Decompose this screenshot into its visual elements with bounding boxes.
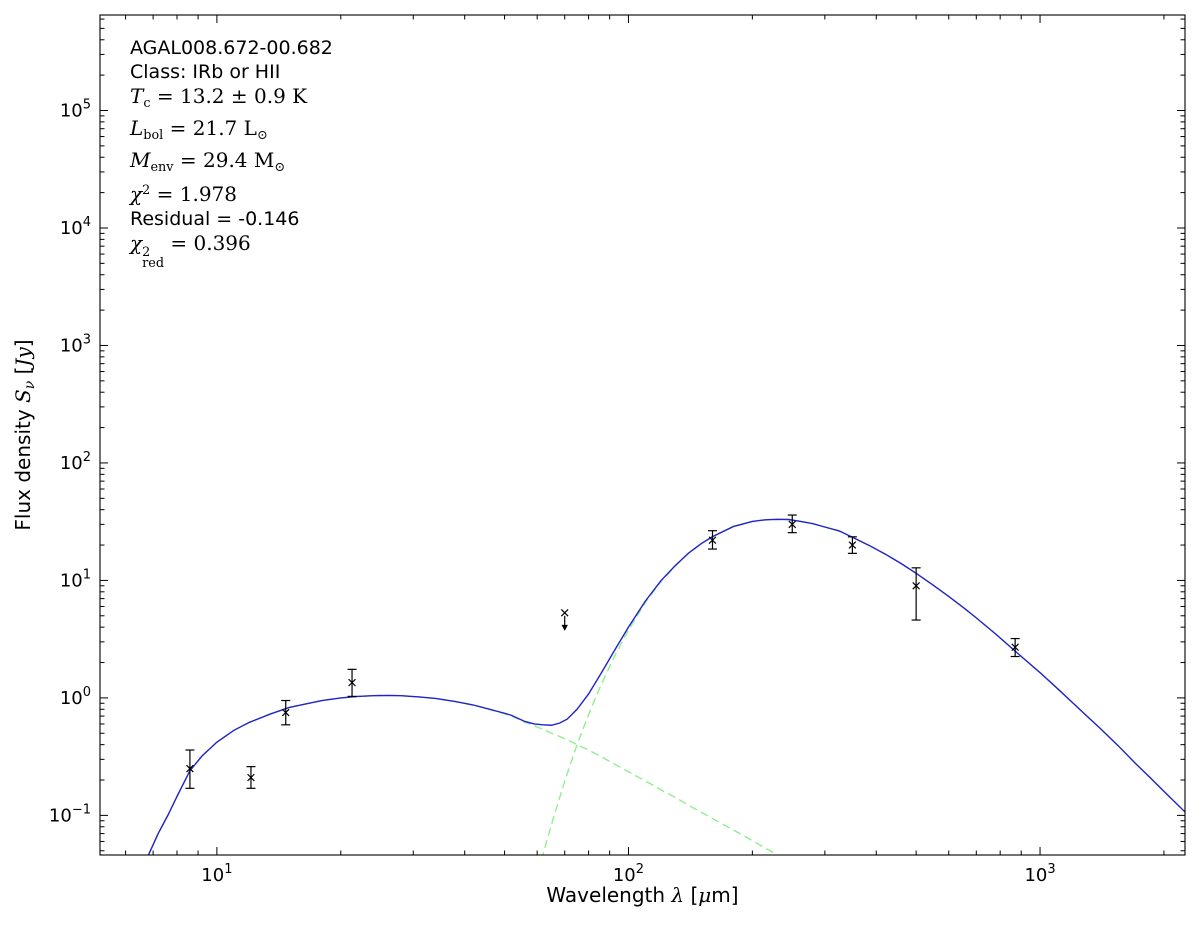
annotation-segment: ⊙ [256, 127, 268, 143]
annotation-segment: = 0.396 [164, 230, 251, 255]
annotation-line-8: χ 2 red = 0.396 [130, 231, 333, 270]
annotation-segment: = 13.2 ± 0.9 K [150, 84, 308, 108]
y-tick-label: 101 [60, 567, 91, 591]
annotation-segment: = 1.978 [150, 182, 238, 207]
upper-limit-arrowhead [561, 624, 568, 631]
annotation-segment: c [143, 95, 151, 111]
annotation-line-4: Lbol = 21.7 L⊙ [130, 116, 333, 148]
ticks [100, 15, 1185, 855]
annotation-line-6: χ2 = 1.978 [130, 179, 333, 207]
annotation-segment: T [130, 84, 144, 108]
annotation-segment: env [150, 159, 174, 175]
x-tick-label: 102 [613, 862, 644, 886]
tick-labels: 101 102 103 10−1 100 101 102 103 104 105 [49, 98, 1056, 886]
annotation-block: AGAL008.672-00.682 Class: IRb or HII Tc = … [130, 36, 333, 270]
y-tick-label: 103 [60, 332, 91, 356]
y-tick-label: 10−1 [49, 802, 91, 826]
y-axis-label: Flux density Sν [Jy] [11, 339, 38, 530]
annotation-segment: ⊙ [274, 159, 286, 175]
x-axis-label: Wavelength λ [μm] [546, 883, 738, 907]
y-tick-label: 104 [60, 215, 91, 239]
axes-frame [99, 14, 1186, 856]
annotation-segment: bol [143, 127, 164, 143]
annotation-segment: Class: IRb or HII [130, 61, 281, 83]
data-point-upper-limit [560, 608, 569, 631]
data-points [185, 514, 1020, 789]
x-tick-label: 101 [201, 862, 232, 886]
data-point [1010, 637, 1020, 658]
annotation-line-3: Tc = 13.2 ± 0.9 K [130, 84, 333, 116]
x-tick-label: 103 [1024, 862, 1055, 886]
warm-component-curve [147, 694, 779, 855]
annotation-segment: 2 [142, 183, 151, 199]
annotation-segment: M [130, 147, 151, 172]
annotation-line-1: AGAL008.672-00.682 [130, 36, 333, 60]
annotation-segment: χ [130, 230, 143, 255]
data-point [281, 699, 291, 726]
annotation-line-2: Class: IRb or HII [130, 60, 333, 84]
data-point [185, 749, 195, 789]
y-tick-label: 102 [60, 450, 91, 474]
total-model-curve [147, 518, 1185, 855]
data-point [911, 567, 921, 621]
annotation-segment: = 29.4 M [173, 147, 275, 172]
y-tick-label: 105 [60, 98, 91, 122]
cold-component-curve [542, 518, 1185, 855]
data-point [347, 668, 357, 697]
annotation-segment: AGAL008.672-00.682 [130, 37, 333, 59]
y-tick-label: 100 [60, 685, 91, 709]
annotation-segment: 2 red [142, 244, 165, 271]
data-point [707, 530, 717, 550]
annotation-segment: L [130, 115, 144, 140]
data-point [787, 514, 797, 534]
annotation-line-7: Residual = -0.146 [130, 207, 333, 231]
annotation-line-5: Menv = 29.4 M⊙ [130, 148, 333, 180]
annotation-segment: χ [130, 182, 143, 207]
annotation-segment: = 21.7 L [163, 115, 257, 140]
annotation-segment: Residual = -0.146 [130, 207, 300, 230]
model-curves [147, 518, 1185, 855]
data-point [246, 766, 256, 789]
data-point [847, 536, 857, 554]
